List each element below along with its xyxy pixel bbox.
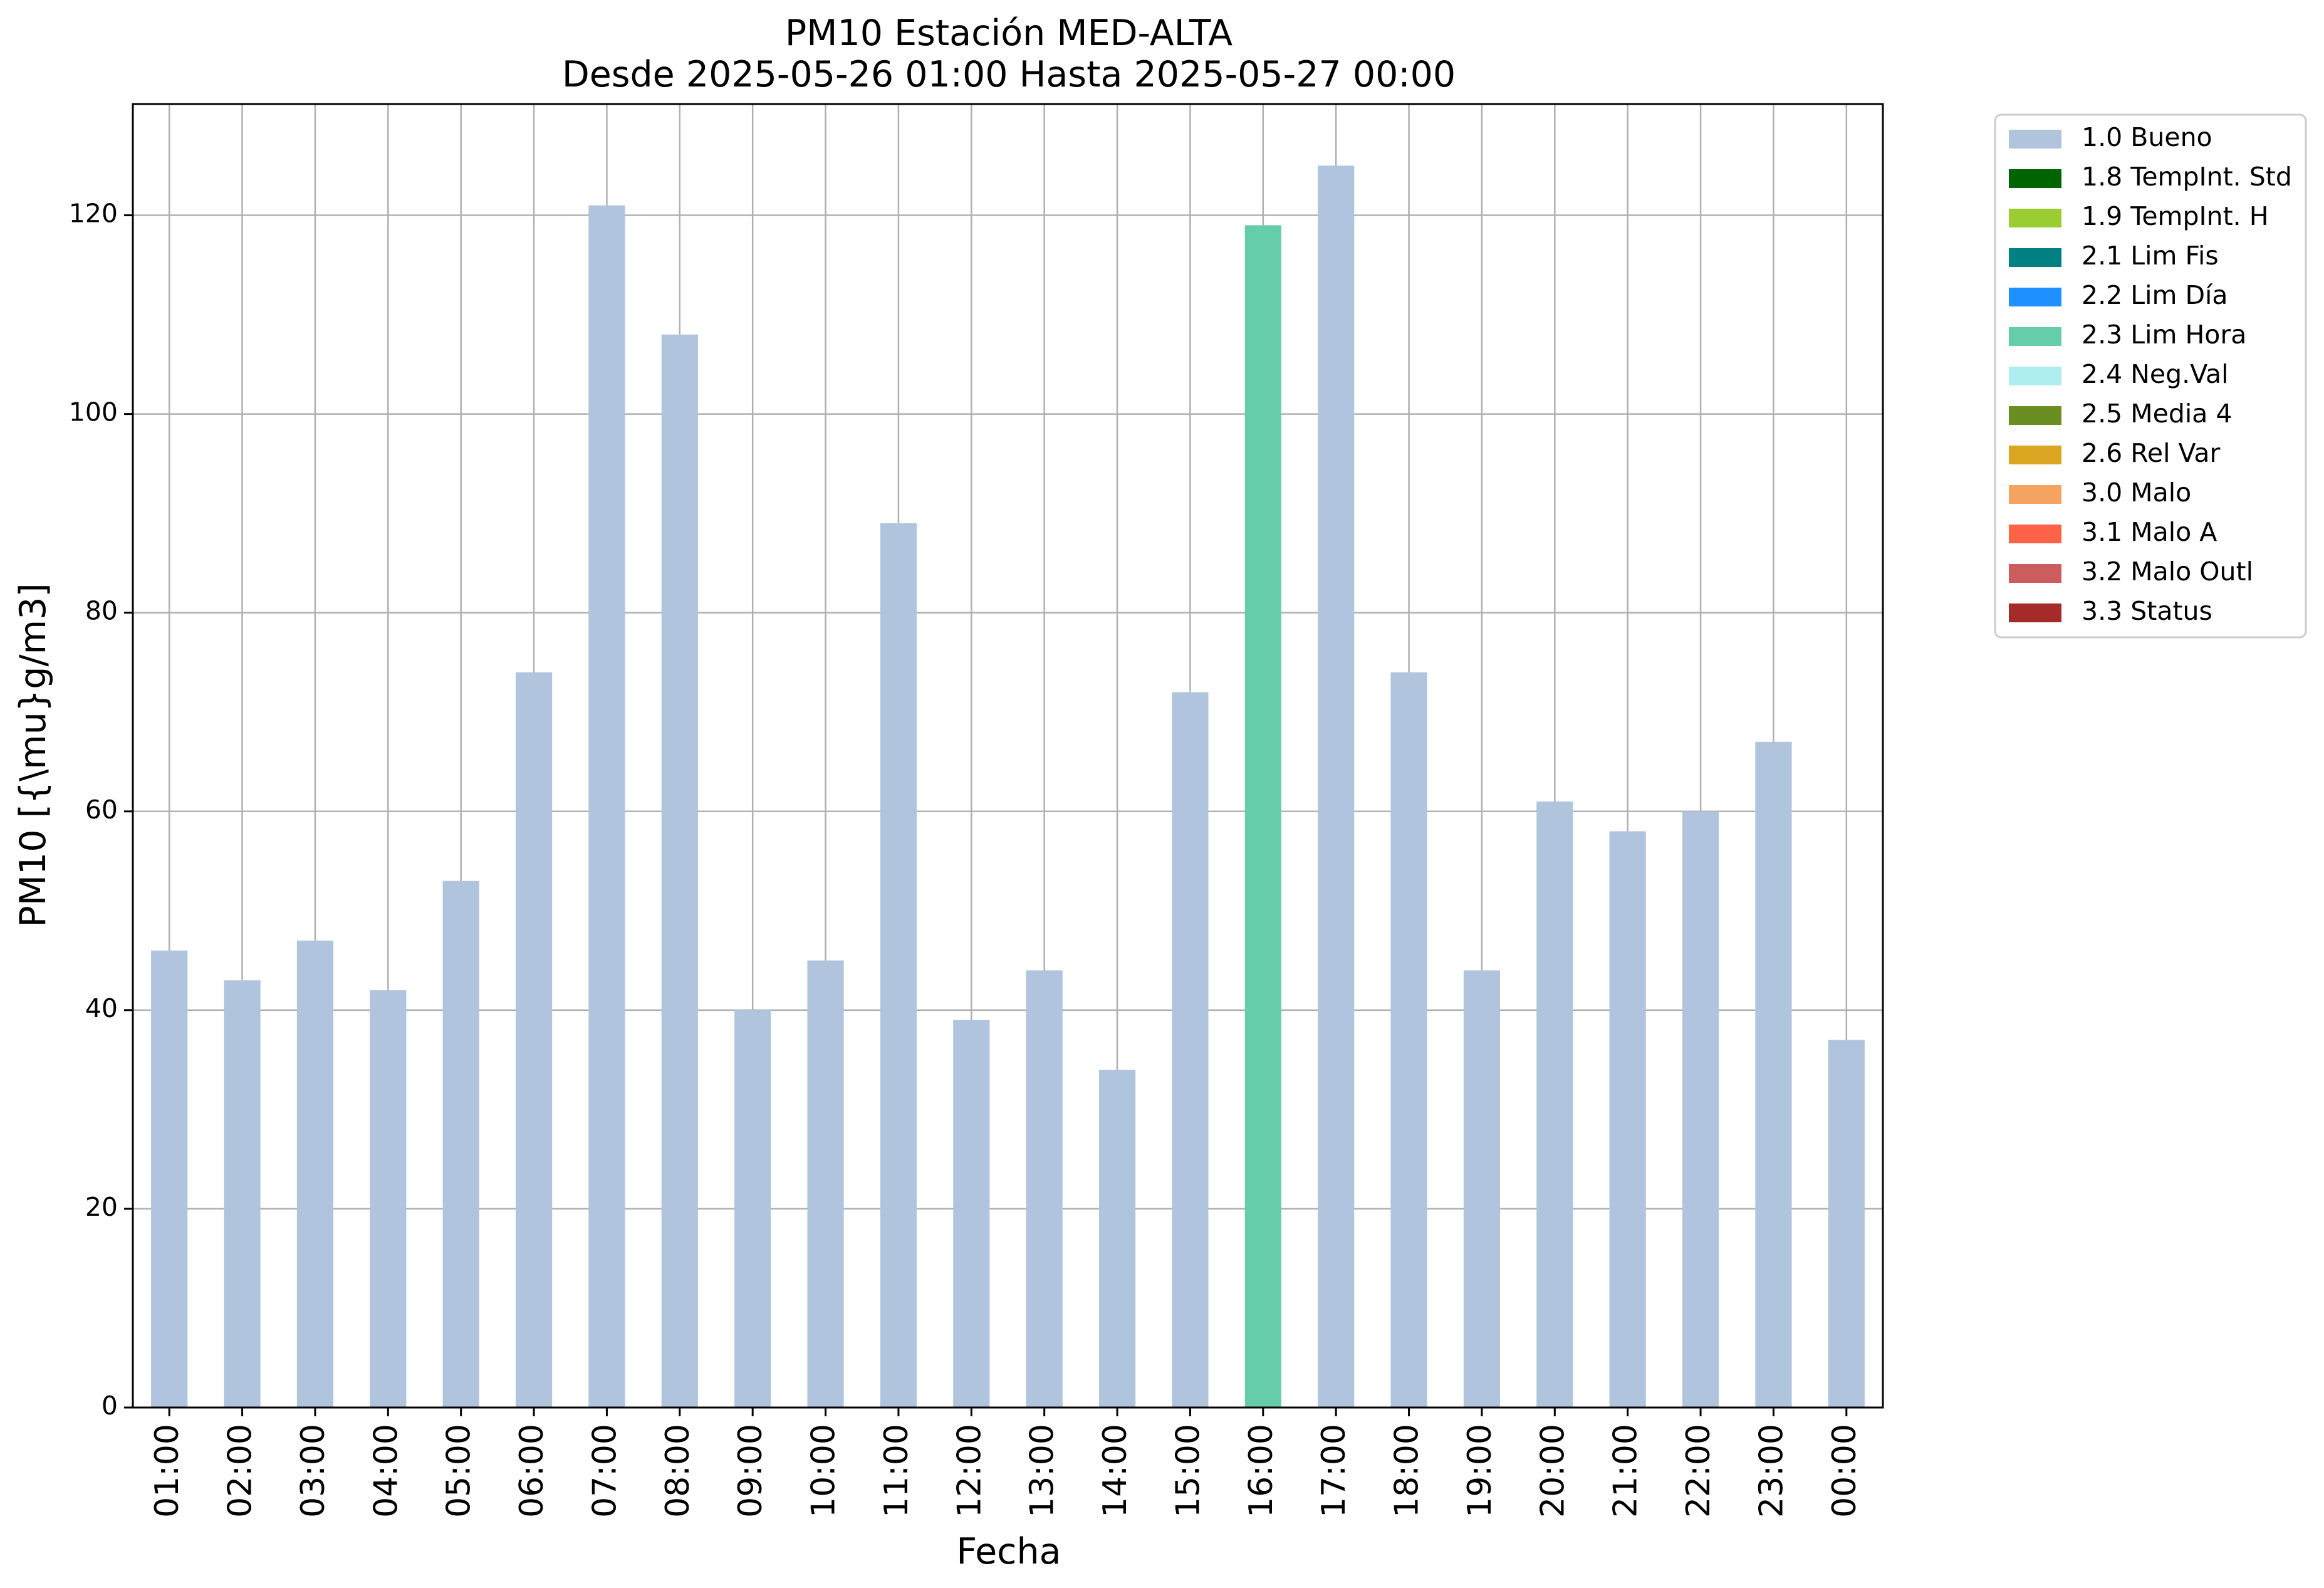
x-tick-label-15: 16:00 [1243,1424,1280,1518]
legend-label-10: 3.1 Malo A [2082,517,2217,547]
x-tick-label-17: 18:00 [1389,1424,1426,1518]
bar-04:00 [370,990,407,1408]
x-tick-label-0: 01:00 [149,1424,186,1518]
x-axis-label: Fecha [956,1531,1061,1572]
y-tick-label-0: 0 [102,1391,118,1421]
x-tick-label-8: 09:00 [732,1424,769,1518]
y-tick-label-6: 120 [69,199,118,229]
bar-17:00 [1318,165,1355,1408]
bar-21:00 [1609,831,1646,1408]
bar-02:00 [224,980,261,1408]
legend-swatch-0 [2009,130,2061,149]
bar-20:00 [1536,801,1573,1408]
legend-label-0: 1.0 Bueno [2082,122,2212,152]
legend-swatch-3 [2009,248,2061,267]
legend-swatch-7 [2009,406,2061,425]
bar-06:00 [515,672,553,1408]
legend-label-9: 3.0 Malo [2082,478,2191,508]
legend-label-12: 3.3 Status [2082,596,2212,626]
legend-swatch-5 [2009,327,2061,346]
x-tick-label-16: 17:00 [1315,1424,1353,1518]
legend-label-5: 2.3 Lim Hora [2082,320,2246,350]
x-tick-label-4: 05:00 [440,1424,478,1518]
legend-swatch-6 [2009,367,2061,385]
legend-label-2: 1.9 TempInt. H [2082,201,2269,231]
x-axis-ticks: 01:00 02:00 03:00 04:00 05:00 06:00 07:00 08:00… [149,1408,1863,1518]
bar-01:00 [151,950,188,1408]
bar-19:00 [1463,970,1501,1408]
legend-label-4: 2.2 Lim Día [2082,280,2228,310]
bar-10:00 [807,960,844,1408]
bar-15:00 [1172,692,1209,1408]
legend-swatch-9 [2009,485,2061,504]
bar-13:00 [1026,970,1063,1408]
x-tick-label-1: 02:00 [222,1424,259,1518]
legend-swatch-4 [2009,288,2061,306]
legend-swatch-8 [2009,446,2061,464]
legend-label-6: 2.4 Neg.Val [2082,359,2229,389]
y-tick-label-4: 80 [85,596,118,626]
bar-07:00 [588,205,625,1408]
bar-14:00 [1098,1069,1136,1408]
x-tick-label-3: 04:00 [367,1424,405,1518]
x-tick-label-5: 06:00 [513,1424,551,1518]
legend-label-1: 1.8 TempInt. Std [2082,162,2292,192]
bar-09:00 [734,1010,771,1408]
legend-swatch-11 [2009,564,2061,583]
legend-label-8: 2.6 Rel Var [2082,438,2221,468]
legend-swatch-10 [2009,525,2061,543]
x-tick-label-20: 21:00 [1607,1424,1645,1518]
x-tick-label-14: 15:00 [1169,1424,1207,1518]
plot-frame [132,103,1884,1409]
x-tick-label-12: 13:00 [1024,1424,1061,1518]
x-tick-label-19: 20:00 [1534,1424,1571,1518]
y-tick-label-3: 60 [85,795,118,825]
legend-swatch-2 [2009,209,2061,227]
legend-swatch-1 [2009,169,2061,188]
bar-08:00 [661,334,698,1408]
legend-label-3: 2.1 Lim Fis [2082,241,2219,271]
bar-16:00 [1244,225,1281,1408]
bar-11:00 [880,523,917,1408]
x-tick-label-21: 22:00 [1680,1424,1717,1518]
legend: 1.0 Bueno 1.8 TempInt. Std 1.9 TempInt. H 2… [1994,113,2307,639]
y-tick-label-2: 40 [85,993,118,1023]
bar-00:00 [1828,1040,1865,1408]
y-axis-ticks: 0 20 40 60 80 100 120 [69,199,133,1421]
x-tick-label-11: 12:00 [951,1424,988,1518]
x-tick-label-18: 19:00 [1461,1424,1499,1518]
y-tick-label-1: 20 [85,1192,118,1222]
bar-22:00 [1682,811,1719,1408]
x-tick-label-7: 08:00 [659,1424,697,1518]
y-axis-label: PM10 [{\mu}g/m3] [13,583,54,927]
bar-03:00 [296,940,334,1408]
bars-group [151,165,1865,1408]
x-tick-label-22: 23:00 [1753,1424,1790,1518]
legend-label-11: 3.2 Malo Outl [2082,556,2253,587]
chart-subtitle: Desde 2025-05-26 01:00 Hasta 2025-05-27 … [562,54,1456,95]
y-tick-label-5: 100 [69,397,118,427]
x-tick-label-10: 11:00 [878,1424,915,1518]
x-tick-label-2: 03:00 [294,1424,332,1518]
legend-label-7: 2.5 Media 4 [2082,399,2233,429]
chart-title: PM10 Estación MED-ALTA [785,13,1232,54]
x-tick-label-13: 14:00 [1097,1424,1134,1518]
bar-18:00 [1390,672,1427,1408]
bar-23:00 [1755,741,1792,1408]
bar-12:00 [953,1020,990,1408]
legend-frame [1994,113,2307,639]
bar-05:00 [442,880,479,1408]
legend-swatch-12 [2009,603,2061,622]
x-tick-label-6: 07:00 [586,1424,623,1518]
x-tick-label-9: 10:00 [805,1424,843,1518]
x-tick-label-23: 00:00 [1826,1424,1863,1518]
